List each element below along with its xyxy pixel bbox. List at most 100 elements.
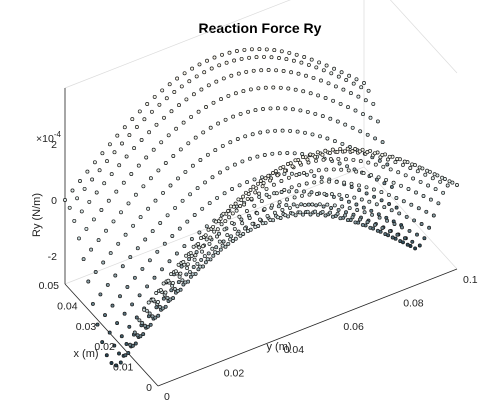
surface-point xyxy=(260,184,265,189)
surface-point xyxy=(331,167,336,172)
surface-point xyxy=(374,202,379,207)
surface-point xyxy=(312,173,317,178)
surface-point xyxy=(321,204,326,209)
surface-point xyxy=(182,71,187,76)
surface-point xyxy=(336,156,341,161)
surface-point xyxy=(206,83,211,88)
surface-point xyxy=(408,166,413,170)
surface-point xyxy=(127,324,132,329)
surface-point xyxy=(169,272,174,277)
surface-point xyxy=(249,196,254,201)
surface-point xyxy=(95,322,100,327)
surface-point xyxy=(289,185,294,190)
surface-point xyxy=(149,109,154,114)
surface-point xyxy=(390,235,395,240)
surface-point xyxy=(234,49,239,53)
surface-point xyxy=(290,164,295,169)
surface-point xyxy=(197,230,202,235)
surface-point xyxy=(352,195,357,200)
surface-point xyxy=(400,162,405,167)
surface-point xyxy=(63,198,67,202)
surface-point xyxy=(377,215,382,220)
surface-point xyxy=(262,207,267,212)
surface-point xyxy=(373,222,377,227)
surface-point xyxy=(186,141,191,146)
surface-point xyxy=(274,68,279,73)
surface-point xyxy=(188,192,193,197)
surface-point xyxy=(299,202,304,207)
surface-point xyxy=(259,199,264,204)
surface-point xyxy=(201,130,206,135)
surface-point xyxy=(210,246,215,251)
surface-point xyxy=(345,146,350,151)
surface-point xyxy=(154,122,159,127)
surface-point xyxy=(129,172,134,176)
surface-point xyxy=(109,361,114,365)
surface-point xyxy=(167,259,172,264)
surface-point xyxy=(237,183,242,188)
surface-point xyxy=(243,226,247,231)
surface-point xyxy=(220,52,224,57)
surface-point xyxy=(291,202,296,207)
surface-point xyxy=(393,160,398,165)
surface-point xyxy=(147,130,152,135)
surface-point xyxy=(371,187,376,192)
surface-point xyxy=(75,196,80,201)
surface-point xyxy=(431,213,436,218)
surface-point xyxy=(226,241,231,246)
surface-point xyxy=(268,106,273,111)
surface-point xyxy=(181,120,186,125)
surface-point xyxy=(360,222,365,227)
surface-point xyxy=(385,162,390,167)
surface-point xyxy=(268,218,273,222)
surface-point xyxy=(119,334,124,339)
surface-point xyxy=(221,76,226,81)
surface-point xyxy=(206,251,211,256)
surface-point xyxy=(308,91,313,96)
z-exponent-power: -4 xyxy=(54,130,62,139)
surface-point xyxy=(84,226,89,231)
surface-point xyxy=(440,175,445,180)
surface-point xyxy=(313,154,317,159)
surface-point xyxy=(265,129,270,134)
surface-point xyxy=(169,109,174,114)
surface-point xyxy=(298,210,303,215)
surface-point xyxy=(221,211,226,216)
y-tick-label: 0.06 xyxy=(343,321,364,333)
surface-point xyxy=(371,101,376,106)
surface-point xyxy=(102,181,107,186)
surface-point xyxy=(339,167,344,172)
surface-point xyxy=(180,278,185,283)
surface-point xyxy=(389,208,394,213)
surface-point xyxy=(253,190,258,195)
z-exponent-base: ×10 xyxy=(36,133,54,145)
surface-point xyxy=(293,158,298,163)
surface-point xyxy=(308,152,313,157)
surface-point xyxy=(388,167,393,172)
surface-point xyxy=(370,212,375,217)
surface-point xyxy=(281,69,286,73)
surface-point xyxy=(177,274,182,279)
surface-point xyxy=(319,78,323,83)
surface-point xyxy=(436,201,441,206)
surface-point xyxy=(111,219,116,224)
surface-point xyxy=(380,140,385,145)
surface-point xyxy=(90,301,95,306)
surface-point xyxy=(174,126,179,131)
surface-point xyxy=(332,66,337,71)
surface-point xyxy=(173,269,178,274)
surface-point xyxy=(196,267,201,272)
surface-point xyxy=(168,297,173,302)
surface-point xyxy=(220,243,225,248)
surface-point xyxy=(163,161,168,165)
surface-point xyxy=(375,119,380,124)
y-tick-label: 0.04 xyxy=(284,344,305,356)
surface-point xyxy=(199,87,204,92)
surface-point xyxy=(320,152,325,157)
surface-point xyxy=(234,208,239,213)
surface-point xyxy=(376,212,381,217)
surface-point xyxy=(305,109,310,114)
surface-point xyxy=(243,134,248,139)
surface-point xyxy=(271,182,276,187)
surface-point xyxy=(140,266,145,271)
